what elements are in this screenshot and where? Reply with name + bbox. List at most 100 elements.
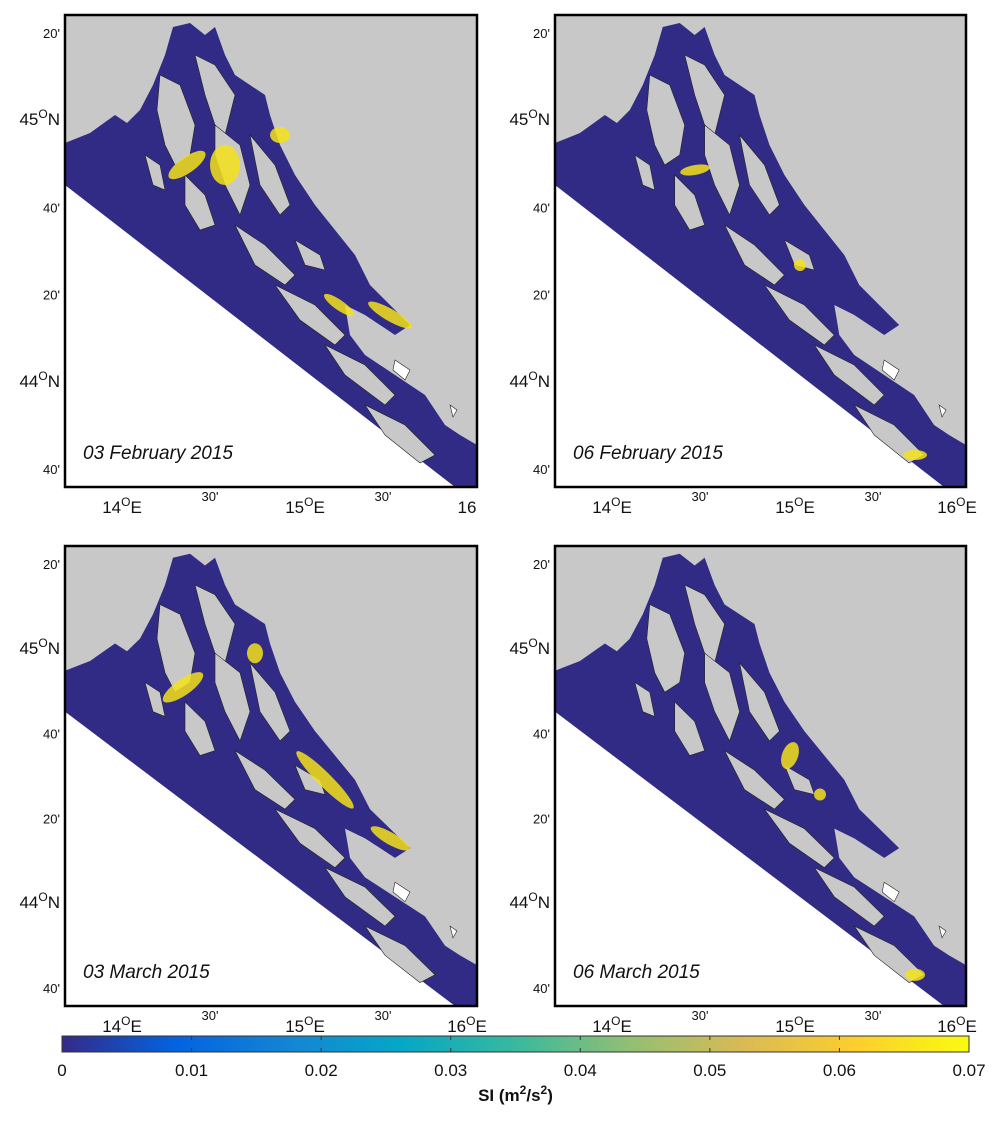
superscript: O xyxy=(38,369,47,383)
colorbar-tick-label: 0.06 xyxy=(823,1061,856,1080)
x-tick-label: 30' xyxy=(865,489,882,504)
label-part: E xyxy=(313,498,324,517)
colorbar-tick-label: 0.05 xyxy=(693,1061,726,1080)
label-part: ) xyxy=(547,1086,553,1105)
y-tick-label: 40' xyxy=(533,981,550,996)
panel-frame xyxy=(63,544,479,1008)
y-tick-label: 40' xyxy=(43,981,60,996)
x-tick-label: 15OE xyxy=(285,495,325,517)
x-tick-label: 30' xyxy=(375,489,392,504)
y-tick-label: 45ON xyxy=(509,636,550,658)
label-part: 15 xyxy=(285,498,304,517)
superscript: O xyxy=(794,1014,803,1028)
y-tick-label: 20' xyxy=(533,811,550,826)
hotspot xyxy=(814,788,826,801)
superscript: O xyxy=(794,495,803,509)
superscript: O xyxy=(121,1014,130,1028)
y-tick-label: 44ON xyxy=(509,369,550,391)
colorbar-tick-label: 0.02 xyxy=(305,1061,338,1080)
colorbar-tick-label: 0.03 xyxy=(434,1061,467,1080)
label-part: E xyxy=(965,1017,976,1036)
y-tick-label: 40' xyxy=(43,462,60,477)
x-tick-label: 14OE xyxy=(592,1014,632,1036)
label-part: 15 xyxy=(285,1017,304,1036)
label-part: E xyxy=(803,1017,814,1036)
y-tick-label: 20' xyxy=(43,811,60,826)
label-part: E xyxy=(475,1017,486,1036)
hotspot xyxy=(296,751,354,809)
hotspot xyxy=(247,643,263,664)
label-part: N xyxy=(48,893,60,912)
superscript: O xyxy=(38,890,47,904)
superscript: O xyxy=(956,1014,965,1028)
label-part: 45 xyxy=(19,110,38,129)
superscript: 2 xyxy=(520,1083,527,1097)
label-part: N xyxy=(538,110,550,129)
map xyxy=(65,546,477,1006)
y-tick-label: 20' xyxy=(43,557,60,572)
hotspot xyxy=(162,672,204,703)
label-part: E xyxy=(965,498,976,517)
x-tick-label: 16OE xyxy=(447,1014,487,1036)
label-part: E xyxy=(620,498,631,517)
x-tick-label: 14OE xyxy=(592,495,632,517)
label-part: 14 xyxy=(102,498,121,517)
label-part: E xyxy=(313,1017,324,1036)
label-part: SI (m xyxy=(478,1086,520,1105)
map xyxy=(555,546,966,1006)
hotspot xyxy=(680,164,710,176)
label-part: N xyxy=(538,372,550,391)
colorbar-tick-label: 0 xyxy=(57,1061,66,1080)
x-tick-label: 15OE xyxy=(775,495,815,517)
label-part: E xyxy=(130,498,141,517)
superscript: O xyxy=(38,107,47,121)
label-part: 45 xyxy=(19,639,38,658)
panel-frame xyxy=(553,13,968,489)
x-tick-label: 30' xyxy=(692,489,709,504)
date-label: 03 February 2015 xyxy=(83,443,233,464)
superscript: O xyxy=(121,495,130,509)
superscript: 2 xyxy=(541,1083,548,1097)
superscript: O xyxy=(38,636,47,650)
x-tick-label: 30' xyxy=(865,1008,882,1023)
hotspot xyxy=(368,301,412,329)
y-tick-label: 20' xyxy=(533,26,550,41)
hotspot xyxy=(323,293,355,317)
superscript: O xyxy=(466,1014,475,1028)
superscript: O xyxy=(956,495,965,509)
x-tick-label: 16 xyxy=(458,498,477,517)
label-part: 45 xyxy=(509,639,528,658)
superscript: O xyxy=(304,1014,313,1028)
y-tick-label: 40' xyxy=(533,727,550,742)
label-part: E xyxy=(803,498,814,517)
superscript: O xyxy=(611,495,620,509)
date-label: 03 March 2015 xyxy=(83,962,210,983)
y-tick-label: 45ON xyxy=(509,107,550,129)
label-part: 15 xyxy=(775,498,794,517)
label-part: N xyxy=(48,372,60,391)
date-label: 06 March 2015 xyxy=(573,962,700,983)
panel-frame xyxy=(63,13,479,489)
hotspot xyxy=(270,127,290,143)
y-tick-label: 45ON xyxy=(19,636,60,658)
label-part: 16 xyxy=(937,498,956,517)
y-tick-label: 40' xyxy=(43,200,60,215)
y-tick-label: 20' xyxy=(533,288,550,303)
x-tick-label: 30' xyxy=(692,1008,709,1023)
label-part: N xyxy=(538,639,550,658)
label-part: E xyxy=(620,1017,631,1036)
superscript: O xyxy=(528,636,537,650)
panel-frame xyxy=(553,544,968,1008)
label-part: N xyxy=(538,893,550,912)
label-part: 44 xyxy=(19,893,38,912)
label-part: 15 xyxy=(775,1017,794,1036)
y-tick-label: 44ON xyxy=(19,890,60,912)
y-tick-label: 44ON xyxy=(19,369,60,391)
x-tick-label: 14OE xyxy=(102,495,142,517)
x-tick-label: 14OE xyxy=(102,1014,142,1036)
x-tick-label: 30' xyxy=(202,489,219,504)
label-part: E xyxy=(130,1017,141,1036)
colorbar-tick-label: 0.07 xyxy=(952,1061,985,1080)
